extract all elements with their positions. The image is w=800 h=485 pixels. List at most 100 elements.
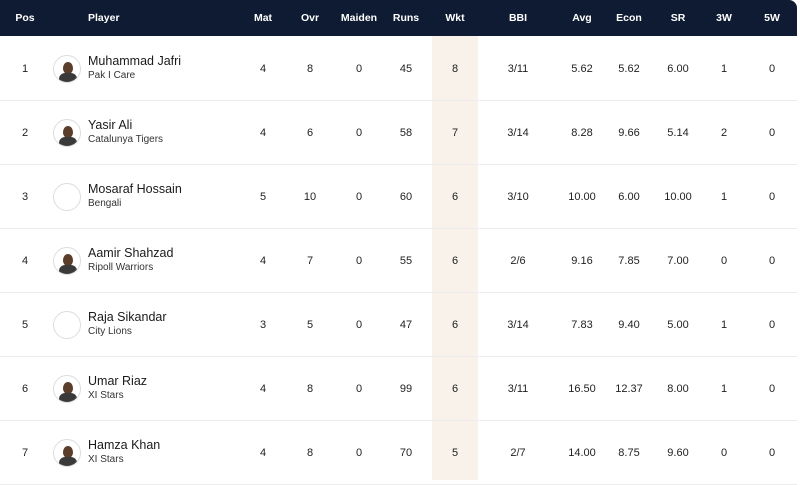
cell-bbi: 3/10 [507, 191, 529, 203]
cell-bbi: 3/14 [507, 127, 529, 139]
cell-pos: 3 [21, 191, 29, 203]
team-name: Catalunya Tigers [88, 134, 164, 145]
cell-avg: 14.00 [568, 447, 596, 459]
table-row[interactable]: Yasir Ali Catalunya Tigers 2 4 6 0 58 7 3/14 8.2… [0, 101, 797, 165]
cell-w5: 0 [768, 447, 776, 459]
cell-wkt: 6 [451, 255, 459, 267]
cell-w5: 0 [768, 383, 776, 395]
cell-runs: 45 [399, 63, 413, 75]
cell-avg: 8.28 [571, 127, 593, 139]
col-pos[interactable]: Pos [15, 12, 35, 24]
player-name[interactable]: Umar Riaz [88, 374, 148, 388]
cell-w3: 1 [720, 319, 728, 331]
cell-maiden: 0 [355, 63, 363, 75]
cell-maiden: 0 [355, 383, 363, 395]
team-name: Pak I Care [88, 70, 136, 81]
cell-runs: 58 [399, 127, 413, 139]
cell-avg: 10.00 [568, 191, 596, 203]
cell-mat: 3 [259, 319, 267, 331]
col-5w[interactable]: 5W [764, 12, 780, 24]
player-name[interactable]: Mosaraf Hossain [88, 182, 182, 196]
cell-mat: 4 [259, 255, 267, 267]
cell-mat: 4 [259, 447, 267, 459]
cell-maiden: 0 [355, 127, 363, 139]
player-avatar [53, 439, 81, 467]
col-sr[interactable]: SR [670, 12, 686, 24]
player-name[interactable]: Raja Sikandar [88, 310, 167, 324]
col-mat[interactable]: Mat [253, 12, 273, 24]
player-avatar [53, 375, 81, 403]
cell-wkt: 6 [451, 191, 459, 203]
wkt-column-highlight [432, 36, 478, 480]
cell-w3: 0 [720, 255, 728, 267]
col-wkt[interactable]: Wkt [445, 12, 465, 24]
player-avatar [53, 55, 81, 83]
col-3w[interactable]: 3W [716, 12, 732, 24]
cell-econ: 9.40 [618, 319, 640, 331]
cell-pos: 4 [21, 255, 29, 267]
player-name[interactable]: Yasir Ali [88, 118, 133, 132]
cell-wkt: 6 [451, 383, 459, 395]
cell-sr: 8.00 [667, 383, 689, 395]
cell-sr: 7.00 [667, 255, 689, 267]
table-row[interactable]: Hamza Khan XI Stars 7 4 8 0 70 5 2/7 14.00 8.75 9.… [0, 421, 797, 485]
cell-w5: 0 [768, 255, 776, 267]
team-name: XI Stars [88, 390, 124, 401]
cell-ovr: 8 [306, 63, 314, 75]
player-name[interactable]: Hamza Khan [88, 438, 161, 452]
cell-runs: 60 [399, 191, 413, 203]
table-header: Pos Player Mat Ovr Maiden Runs Wkt BBI A… [0, 0, 797, 36]
cell-w5: 0 [768, 191, 776, 203]
cell-econ: 7.85 [618, 255, 640, 267]
cell-sr: 6.00 [667, 63, 689, 75]
cell-runs: 70 [399, 447, 413, 459]
cell-maiden: 0 [355, 319, 363, 331]
table-row[interactable]: Mosaraf Hossain Bengali 3 5 10 0 60 6 3/10 10.00… [0, 165, 797, 229]
cell-pos: 7 [21, 447, 29, 459]
cell-mat: 5 [259, 191, 267, 203]
col-bbi[interactable]: BBI [508, 12, 528, 24]
cell-sr: 5.14 [667, 127, 689, 139]
col-player[interactable]: Player [88, 12, 120, 24]
cell-mat: 4 [259, 127, 267, 139]
cell-maiden: 0 [355, 255, 363, 267]
team-name: XI Stars [88, 454, 124, 465]
cell-runs: 99 [399, 383, 413, 395]
cell-w3: 1 [720, 191, 728, 203]
cell-runs: 47 [399, 319, 413, 331]
col-maiden[interactable]: Maiden [340, 12, 378, 24]
cell-w5: 0 [768, 319, 776, 331]
cell-sr: 10.00 [664, 191, 692, 203]
table-row[interactable]: Umar Riaz XI Stars 6 4 8 0 99 6 3/11 16.50 12.37 8… [0, 357, 797, 421]
cell-wkt: 7 [451, 127, 459, 139]
player-avatar [53, 183, 81, 211]
cell-avg: 5.62 [571, 63, 593, 75]
cell-econ: 6.00 [618, 191, 640, 203]
cell-wkt: 8 [451, 63, 459, 75]
cell-runs: 55 [399, 255, 413, 267]
cell-w5: 0 [768, 127, 776, 139]
cell-bbi: 3/14 [507, 319, 529, 331]
col-ovr[interactable]: Ovr [300, 12, 320, 24]
cell-wkt: 5 [451, 447, 459, 459]
cell-ovr: 6 [306, 127, 314, 139]
cell-bbi: 2/6 [510, 255, 526, 267]
cell-pos: 1 [21, 63, 29, 75]
cell-ovr: 8 [306, 447, 314, 459]
cell-ovr: 8 [306, 383, 314, 395]
table-row[interactable]: Aamir Shahzad Ripoll Warriors 4 4 7 0 55 6 2/6 9… [0, 229, 797, 293]
col-runs[interactable]: Runs [392, 12, 420, 24]
table-row[interactable]: Raja Sikandar City Lions 5 3 5 0 47 6 3/14 7.83 9… [0, 293, 797, 357]
cell-econ: 5.62 [618, 63, 640, 75]
player-name[interactable]: Muhammad Jafri [88, 54, 182, 68]
player-name[interactable]: Aamir Shahzad [88, 246, 174, 260]
cell-w3: 1 [720, 63, 728, 75]
cell-ovr: 5 [306, 319, 314, 331]
cell-maiden: 0 [355, 447, 363, 459]
cell-avg: 9.16 [571, 255, 593, 267]
table-row[interactable]: Muhammad Jafri Pak I Care 1 4 8 0 45 8 3/11 5.62… [0, 37, 797, 101]
cell-w3: 0 [720, 447, 728, 459]
cell-maiden: 0 [355, 191, 363, 203]
col-avg[interactable]: Avg [572, 12, 592, 24]
col-econ[interactable]: Econ [616, 12, 642, 24]
